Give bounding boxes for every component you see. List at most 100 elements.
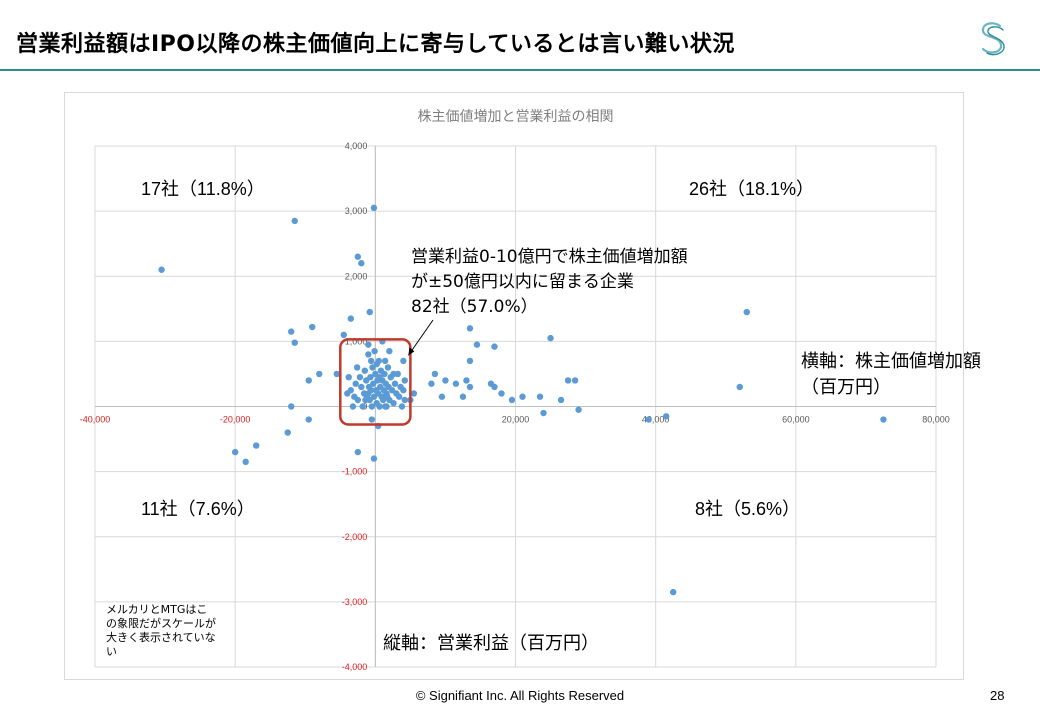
data-point — [391, 380, 399, 387]
scatter-chart: 株主価値増加と営業利益の相関 -40,000 -20,000 20,000 40,000… — [80, 109, 950, 672]
y-tick-label: 4,000 — [345, 141, 368, 151]
data-point — [158, 266, 165, 273]
small-note: メルカリとMTGはこの象限だがスケールが大きく表示されていない — [106, 603, 216, 659]
data-point — [361, 367, 369, 374]
data-point — [362, 396, 369, 404]
x-tick-label: 80,000 — [922, 415, 950, 425]
data-point — [371, 347, 378, 355]
data-point — [536, 393, 544, 400]
data-point — [452, 380, 460, 387]
data-point — [333, 370, 340, 378]
x-axis-note: 横軸：株主価値増加額 （百万円） — [801, 349, 981, 401]
data-point — [368, 416, 376, 423]
data-point — [390, 400, 397, 407]
data-point — [386, 347, 393, 355]
data-point — [491, 383, 498, 391]
data-point — [358, 383, 365, 391]
data-point — [316, 370, 323, 378]
title-rule — [0, 69, 1040, 71]
data-point — [384, 364, 392, 371]
data-point — [354, 448, 362, 456]
data-point — [352, 380, 359, 387]
x-tick-label: 60,000 — [782, 415, 810, 425]
data-point — [305, 377, 312, 384]
chart-title: 株主価値増加と営業利益の相関 — [418, 109, 614, 125]
data-point — [564, 377, 572, 384]
data-point — [466, 325, 474, 332]
quadrant-top-left-label: 17社（11.8%） — [141, 179, 265, 199]
data-point — [365, 341, 372, 348]
data-point — [880, 416, 887, 423]
data-point — [383, 403, 390, 410]
data-point — [367, 357, 375, 365]
quadrant-top-right-label: 26社（18.1%） — [689, 179, 815, 199]
data-point — [571, 377, 579, 384]
data-point — [252, 442, 260, 449]
data-point — [743, 308, 750, 316]
data-point — [547, 334, 554, 342]
x-axis-note-line1: 横軸：株主価値増加額 — [801, 351, 981, 372]
x-axis-note-line2: （百万円） — [801, 377, 891, 398]
data-point — [291, 339, 298, 346]
data-point — [347, 387, 355, 394]
data-point — [401, 377, 408, 384]
data-point — [645, 416, 652, 423]
data-point — [358, 260, 365, 267]
footer-copyright: © Signifiant Inc. All Rights Reserved — [415, 688, 625, 703]
data-point — [736, 383, 743, 391]
data-point — [242, 458, 249, 466]
page-number: 28 — [990, 688, 1005, 703]
highlight-annotation: 営業利益0-10億円で株主価値増加額 が±50億円以内に留まる企業 82社（57… — [411, 245, 688, 320]
data-point — [381, 370, 388, 378]
quadrant-bottom-left-label: 11社（7.6%） — [141, 499, 255, 519]
data-point — [373, 360, 380, 368]
data-point — [410, 390, 418, 397]
data-point — [400, 387, 407, 394]
highlight-annotation-line3: 82社（57.0%） — [411, 297, 538, 317]
data-point — [662, 413, 670, 420]
data-point — [442, 377, 449, 384]
data-point — [376, 403, 383, 410]
slide-title: 営業利益額はIPO以降の株主価値向上に寄与しているとは言い難い状況 — [16, 32, 735, 57]
data-point — [365, 351, 372, 358]
y-tick-label: -4,000 — [342, 662, 368, 672]
y-axis-note: 縦軸：営業利益（百万円） — [383, 633, 599, 654]
data-point — [428, 380, 435, 387]
highlight-box — [339, 338, 412, 426]
data-point — [398, 403, 406, 410]
data-point — [431, 370, 439, 378]
data-point — [354, 253, 362, 260]
y-tick-label: -1,000 — [342, 467, 368, 477]
data-point — [519, 393, 526, 400]
data-point — [353, 364, 361, 371]
y-tick-label: 1,000 — [345, 336, 368, 346]
data-point — [359, 403, 366, 410]
data-point — [356, 373, 364, 381]
data-point — [345, 373, 352, 381]
highlight-annotation-line1: 営業利益0-10億円で株主価値増加額 — [411, 247, 688, 267]
data-point — [367, 373, 374, 381]
data-point — [366, 308, 373, 316]
data-point — [349, 403, 357, 410]
data-point — [473, 341, 481, 348]
annotation-arrowhead — [408, 347, 415, 356]
x-tick-label: 20,000 — [502, 415, 530, 425]
data-point — [340, 331, 347, 339]
data-point — [669, 588, 677, 596]
data-point — [401, 396, 408, 404]
data-point — [291, 217, 298, 225]
x-tick-label: 40,000 — [642, 415, 670, 425]
data-point — [288, 403, 295, 410]
data-point — [400, 357, 407, 365]
data-point — [575, 406, 582, 413]
data-point — [288, 328, 295, 335]
data-point — [557, 396, 565, 404]
y-tick-label: -2,000 — [342, 532, 368, 542]
data-point — [305, 416, 312, 423]
data-point — [466, 383, 474, 391]
data-point — [284, 429, 291, 436]
y-tick-label: -3,000 — [342, 597, 368, 607]
y-tick-label: 3,000 — [345, 206, 368, 216]
signifiant-s-logo-icon — [981, 22, 1005, 56]
data-point — [354, 396, 362, 404]
